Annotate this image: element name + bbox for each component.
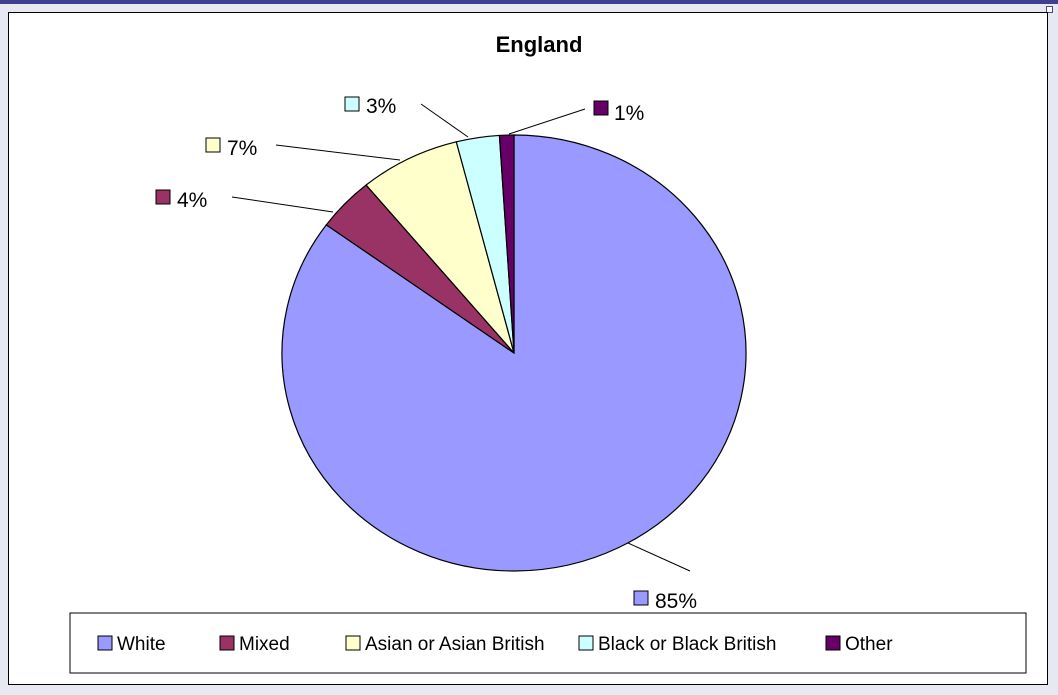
- data-label: 7%: [227, 137, 257, 160]
- data-label: 1%: [614, 102, 644, 125]
- pie-slice-other: [498, 134, 515, 354]
- data-labels: 85% 4% 7% 3% 1%: [155, 95, 697, 613]
- data-label: 3%: [366, 95, 396, 118]
- resize-handle-top-right[interactable]: [1046, 6, 1053, 13]
- legend-swatch: [345, 635, 361, 651]
- leader-line: [275, 144, 401, 161]
- chart-title: England: [496, 32, 583, 57]
- legend-swatch: [578, 635, 594, 651]
- legend-swatch: [97, 635, 113, 651]
- legend-label: Asian or Asian British: [365, 634, 545, 655]
- data-label-swatch: [155, 189, 171, 205]
- legend-label: Other: [845, 634, 893, 655]
- legend-swatch: [825, 635, 841, 651]
- data-label-swatch: [593, 100, 609, 116]
- leader-line: [508, 108, 586, 135]
- data-label-swatch: [344, 96, 360, 112]
- window-top-border: [0, 0, 1058, 4]
- legend: White Mixed Asian or Asian British Black or…: [97, 634, 893, 655]
- leader-line: [231, 196, 334, 213]
- leader-lines: [231, 103, 691, 572]
- data-label: 85%: [655, 590, 697, 613]
- legend-label: Black or Black British: [598, 634, 776, 655]
- data-label: 4%: [177, 189, 207, 212]
- leader-line: [627, 542, 691, 572]
- legend-label: White: [117, 634, 166, 655]
- leader-line: [420, 103, 469, 138]
- pie-slice-asian-or-asian-british: [365, 141, 515, 354]
- legend-label: Mixed: [239, 634, 290, 655]
- pie-slices: [281, 134, 747, 572]
- data-label-swatch: [205, 137, 221, 153]
- data-label-swatch: [633, 590, 649, 606]
- legend-swatch: [219, 635, 235, 651]
